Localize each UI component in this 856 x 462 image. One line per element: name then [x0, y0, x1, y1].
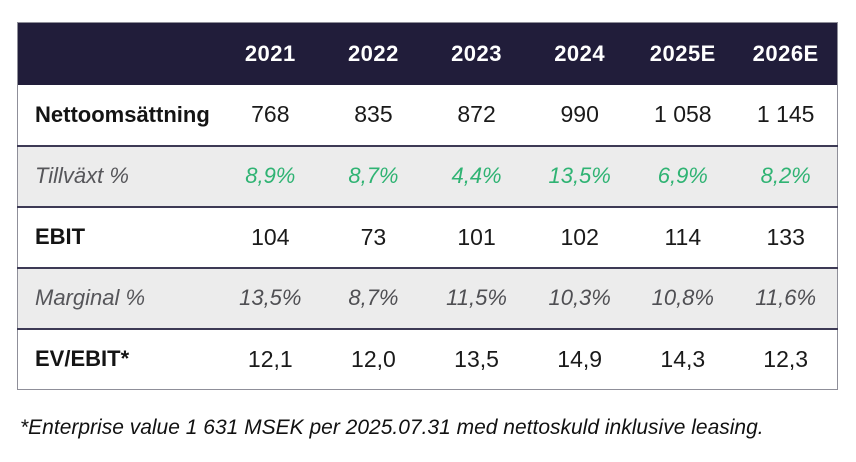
cell-value: 114	[664, 223, 702, 250]
cell-value: 8,2%	[760, 163, 811, 188]
row-label: EBIT	[35, 224, 86, 249]
cell-value: 872	[457, 101, 496, 127]
cell-value: 13,5%	[548, 163, 611, 188]
row-label: Tillväxt %	[35, 163, 129, 188]
cell-value: 10,3%	[548, 285, 611, 310]
table-header-row: 2021 2022 2023 2024 2025E 2026E	[17, 22, 838, 85]
cell-value: 8,7%	[348, 163, 399, 188]
table-row: Marginal % 13,5% 8,7% 11,5% 10,3% 10,8% 11,6%	[17, 267, 838, 329]
table-row: Nettoomsättning 768 835 872 990 1 058 1 145	[18, 85, 838, 146]
cell-value: 12,0	[351, 345, 396, 372]
row-label: Nettoomsättning	[35, 101, 210, 127]
table-row: EV/EBIT* 12,1 12,0 13,5 14,9 14,3 12,3	[17, 328, 838, 390]
column-header-2026e: 2026E	[734, 22, 838, 85]
cell-value: 11,5%	[446, 285, 507, 310]
cell-value: 104	[251, 223, 290, 250]
cell-value: 8,9%	[245, 163, 296, 188]
cell-value: 1 145	[756, 101, 815, 127]
cell-value: 768	[251, 101, 290, 127]
footnote: *Enterprise value 1 631 MSEK per 2025.07…	[20, 416, 764, 439]
header-corner-cell	[17, 22, 219, 85]
row-label: Marginal %	[35, 285, 146, 310]
table-row: Tillväxt % 8,9% 8,7% 4,4% 13,5% 6,9% 8,2%	[17, 145, 838, 207]
row-label: EV/EBIT*	[35, 346, 130, 372]
column-header-2022: 2022	[321, 22, 425, 85]
column-header-2023: 2023	[424, 22, 529, 85]
cell-value: 14,3	[660, 345, 706, 372]
financial-table: 2021 2022 2023 2024 2025E 2026E Nettoomsättni…	[17, 22, 838, 390]
column-header-2024: 2024	[528, 22, 632, 85]
cell-value: 10,8%	[651, 285, 714, 310]
cell-value: 4,4%	[451, 163, 502, 188]
cell-value: 835	[354, 101, 393, 127]
cell-value: 8,7%	[348, 285, 399, 310]
table-row: EBIT 104 73 101 102 114 133	[17, 206, 838, 268]
cell-value: 11,6%	[755, 285, 817, 310]
cell-value: 13,5%	[239, 285, 302, 310]
cell-value: 13,5	[454, 345, 499, 372]
cell-value: 6,9%	[657, 163, 708, 188]
cell-value: 14,9	[557, 345, 603, 372]
column-header-2021: 2021	[218, 22, 322, 85]
cell-value: 990	[560, 101, 599, 127]
cell-value: 102	[560, 223, 599, 250]
cell-value: 101	[457, 223, 496, 250]
cell-value: 73	[360, 223, 387, 250]
column-header-2025e: 2025E	[631, 22, 735, 85]
cell-value: 12,1	[247, 345, 293, 372]
cell-value: 1 058	[654, 101, 712, 127]
cell-value: 133	[766, 223, 805, 250]
cell-value: 12,3	[763, 345, 809, 372]
